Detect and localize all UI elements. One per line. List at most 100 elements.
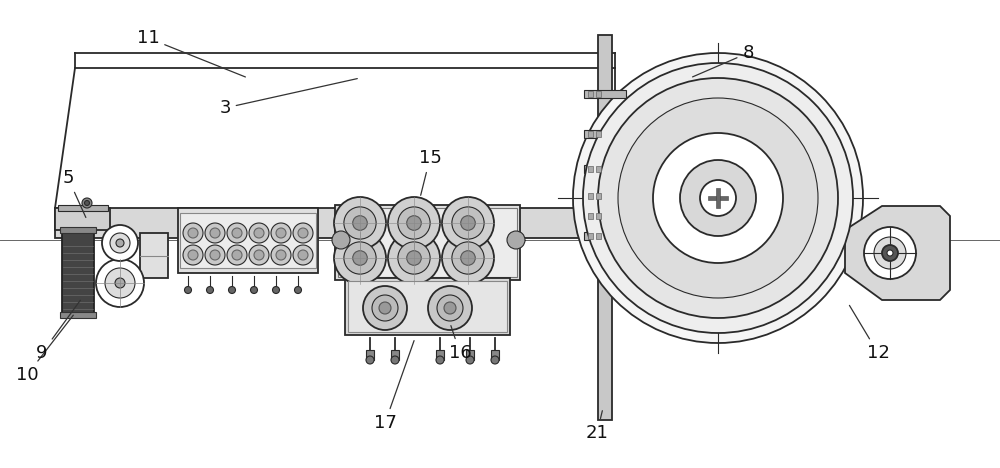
Circle shape xyxy=(398,207,430,239)
Bar xyxy=(60,312,96,318)
Circle shape xyxy=(115,278,125,288)
Circle shape xyxy=(507,231,525,249)
Text: 15: 15 xyxy=(419,149,441,195)
Circle shape xyxy=(372,295,398,321)
Circle shape xyxy=(184,286,192,293)
Circle shape xyxy=(228,286,236,293)
Bar xyxy=(588,193,593,199)
Circle shape xyxy=(227,245,247,265)
Bar xyxy=(391,350,399,360)
Bar xyxy=(708,196,728,200)
Circle shape xyxy=(249,245,269,265)
Bar xyxy=(635,98,805,293)
Circle shape xyxy=(205,223,225,243)
Text: 12: 12 xyxy=(849,306,889,362)
Circle shape xyxy=(210,228,220,238)
Circle shape xyxy=(102,225,138,261)
Circle shape xyxy=(276,250,286,260)
Bar xyxy=(588,131,593,137)
Circle shape xyxy=(366,356,374,364)
Text: 5: 5 xyxy=(62,169,86,218)
Bar xyxy=(588,91,593,97)
Circle shape xyxy=(344,207,376,239)
Circle shape xyxy=(573,53,863,343)
Circle shape xyxy=(428,286,472,330)
Circle shape xyxy=(353,216,367,230)
Circle shape xyxy=(452,207,484,239)
Circle shape xyxy=(363,286,407,330)
Text: 17: 17 xyxy=(374,341,414,432)
Bar xyxy=(596,131,601,137)
Circle shape xyxy=(188,250,198,260)
Circle shape xyxy=(444,302,456,314)
Circle shape xyxy=(598,78,838,318)
Polygon shape xyxy=(845,206,950,300)
Circle shape xyxy=(461,251,475,265)
Circle shape xyxy=(864,227,916,279)
Circle shape xyxy=(298,250,308,260)
Circle shape xyxy=(272,286,280,293)
Circle shape xyxy=(452,242,484,274)
Text: 11: 11 xyxy=(137,29,245,77)
Bar xyxy=(588,213,593,219)
Circle shape xyxy=(379,302,391,314)
Bar xyxy=(584,192,626,200)
Bar xyxy=(588,166,593,172)
Text: 9: 9 xyxy=(36,300,80,362)
Bar xyxy=(584,165,626,173)
Bar xyxy=(345,278,510,335)
Text: 16: 16 xyxy=(449,326,471,362)
Bar xyxy=(338,208,517,277)
Text: 10: 10 xyxy=(16,315,73,384)
Bar xyxy=(596,193,601,199)
Circle shape xyxy=(353,251,367,265)
Circle shape xyxy=(232,228,242,238)
Bar xyxy=(178,208,318,273)
Bar xyxy=(596,233,601,239)
Circle shape xyxy=(437,295,463,321)
Circle shape xyxy=(298,228,308,238)
Circle shape xyxy=(344,242,376,274)
Bar xyxy=(62,233,94,313)
Circle shape xyxy=(188,228,198,238)
Bar xyxy=(596,91,601,97)
Circle shape xyxy=(442,232,494,284)
Bar xyxy=(180,213,316,268)
Circle shape xyxy=(388,232,440,284)
Bar xyxy=(466,350,474,360)
Circle shape xyxy=(461,216,475,230)
Bar xyxy=(584,130,626,138)
Circle shape xyxy=(227,223,247,243)
Circle shape xyxy=(232,250,242,260)
Circle shape xyxy=(96,259,144,307)
Bar xyxy=(596,213,601,219)
Text: 21: 21 xyxy=(586,411,608,442)
Circle shape xyxy=(436,356,444,364)
Bar xyxy=(716,188,720,208)
Circle shape xyxy=(583,63,853,333)
Bar xyxy=(491,350,499,360)
Bar xyxy=(588,233,593,239)
Circle shape xyxy=(874,237,906,269)
Circle shape xyxy=(110,233,130,253)
Circle shape xyxy=(680,160,756,236)
Circle shape xyxy=(254,250,264,260)
Circle shape xyxy=(334,232,386,284)
Bar xyxy=(335,205,520,280)
Bar xyxy=(584,232,626,240)
Text: 8: 8 xyxy=(693,44,754,77)
Circle shape xyxy=(183,245,203,265)
Bar xyxy=(366,350,374,360)
Circle shape xyxy=(700,180,736,216)
Bar xyxy=(348,281,507,332)
Circle shape xyxy=(466,356,474,364)
Bar xyxy=(55,208,110,230)
Bar xyxy=(58,205,108,211)
Circle shape xyxy=(183,223,203,243)
Circle shape xyxy=(207,286,214,293)
Bar xyxy=(584,212,626,220)
Circle shape xyxy=(276,228,286,238)
Circle shape xyxy=(205,245,225,265)
Circle shape xyxy=(618,98,818,298)
Circle shape xyxy=(882,245,898,261)
